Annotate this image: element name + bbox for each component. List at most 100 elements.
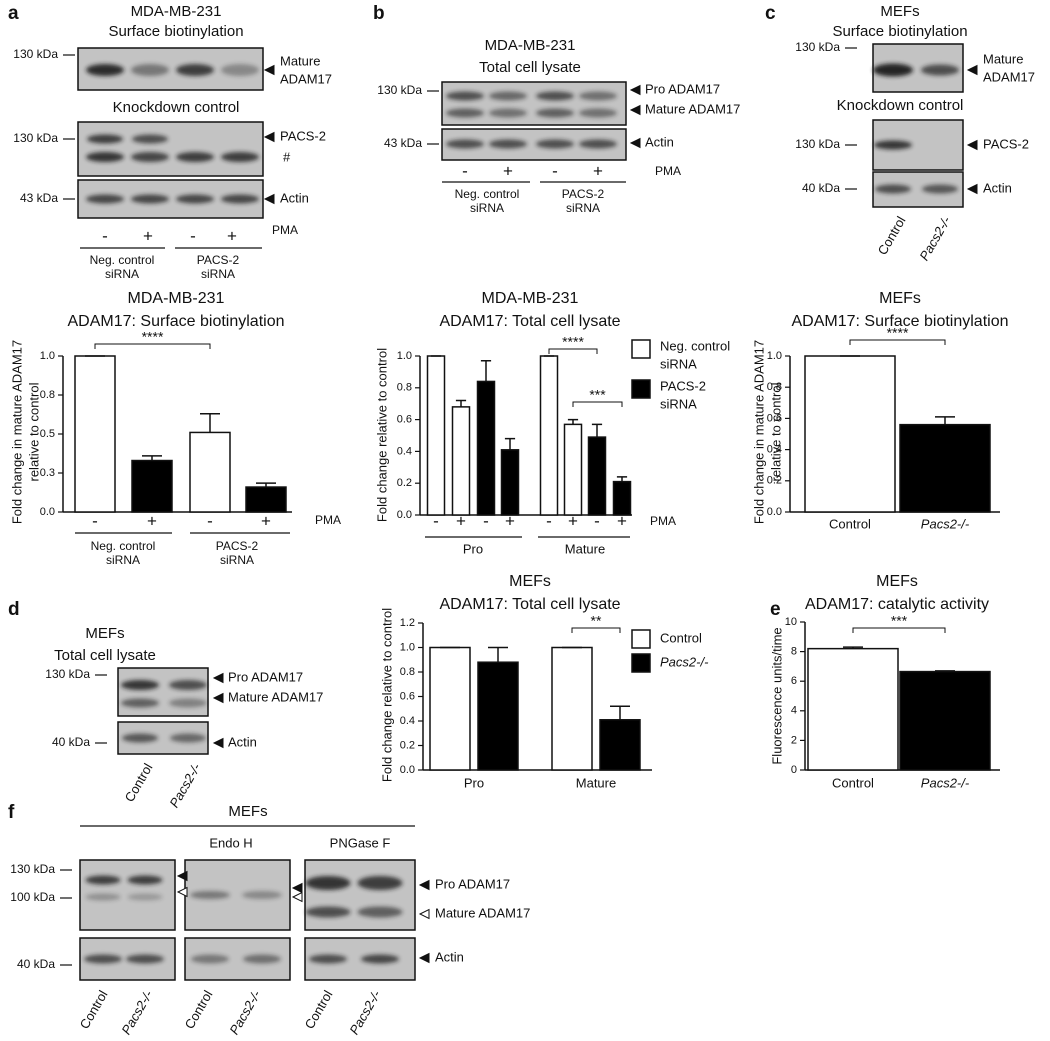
band bbox=[446, 108, 484, 118]
panel-letter: e bbox=[770, 599, 781, 620]
chart-title: ADAM17: Total cell lysate bbox=[439, 313, 620, 330]
y-tick-label: 0 bbox=[791, 764, 797, 776]
bar bbox=[189, 431, 231, 513]
y-axis-label: Fold change in mature ADAM17 bbox=[751, 340, 766, 524]
label: Endo H bbox=[209, 835, 252, 850]
significance: *** bbox=[589, 387, 606, 403]
arrowhead bbox=[291, 882, 303, 894]
band bbox=[221, 64, 259, 76]
label: # bbox=[283, 149, 291, 164]
lane-label: - bbox=[462, 161, 468, 180]
band bbox=[446, 91, 484, 101]
bar bbox=[426, 355, 446, 516]
significance: **** bbox=[142, 329, 164, 345]
arrowhead bbox=[418, 879, 430, 891]
significance-bracket bbox=[94, 343, 211, 349]
significance-bracket bbox=[571, 627, 621, 633]
x-tick-label: + bbox=[568, 511, 578, 530]
bar bbox=[899, 670, 991, 771]
y-tick-label: 0.8 bbox=[400, 666, 415, 678]
band bbox=[579, 91, 617, 101]
blot bbox=[304, 859, 416, 931]
y-tick-label: 0.8 bbox=[40, 389, 55, 401]
y-tick-label: 0.0 bbox=[767, 506, 782, 518]
band bbox=[122, 733, 158, 743]
legend-swatch bbox=[631, 339, 651, 359]
arrowhead bbox=[212, 737, 224, 749]
arrowhead bbox=[176, 886, 188, 898]
bar bbox=[476, 380, 496, 516]
label: Actin bbox=[983, 180, 1012, 195]
bar bbox=[500, 449, 520, 516]
band bbox=[169, 698, 207, 708]
group-label: Pro bbox=[463, 541, 483, 556]
band bbox=[85, 893, 121, 901]
label: siRNA bbox=[566, 201, 600, 215]
significance-bracket bbox=[572, 401, 623, 407]
label: Actin bbox=[435, 949, 464, 964]
significance: ** bbox=[591, 613, 602, 629]
label: Pro ADAM17 bbox=[435, 876, 510, 891]
legend-swatch bbox=[631, 379, 651, 399]
error-bar bbox=[504, 437, 516, 450]
arrowhead bbox=[629, 137, 641, 149]
x-tick-label: + bbox=[617, 511, 627, 530]
arrowhead bbox=[966, 64, 978, 76]
chart-title: MEFs bbox=[876, 573, 918, 590]
band bbox=[121, 680, 159, 690]
significance-bracket bbox=[548, 348, 598, 354]
x-tick-label: Control bbox=[832, 775, 874, 790]
label: Neg. control bbox=[90, 253, 155, 267]
band bbox=[489, 91, 527, 101]
band bbox=[86, 194, 124, 204]
bar bbox=[807, 647, 899, 771]
band bbox=[309, 954, 347, 964]
y-tick-label: 1.0 bbox=[400, 641, 415, 653]
band bbox=[361, 954, 399, 964]
error-bar bbox=[488, 646, 508, 663]
lane-label: + bbox=[503, 161, 513, 180]
arrowhead bbox=[629, 84, 641, 96]
y-tick-label: 0.0 bbox=[40, 506, 55, 518]
bar bbox=[563, 423, 583, 516]
mw-marker: 130 kDa bbox=[795, 137, 840, 151]
y-axis-label: Fold change relative to control bbox=[379, 608, 394, 782]
panel-letter: b bbox=[373, 3, 385, 24]
label: PACS-2 bbox=[280, 128, 326, 143]
significance-bracket bbox=[849, 339, 946, 345]
label: Actin bbox=[228, 734, 257, 749]
band bbox=[86, 64, 124, 76]
group-label: siRNA bbox=[106, 553, 140, 567]
y-tick-label: 0.6 bbox=[397, 414, 412, 426]
label: PACS-2 bbox=[983, 136, 1029, 151]
group-label: Mature bbox=[565, 541, 605, 556]
mw-marker: 40 kDa bbox=[802, 181, 840, 195]
chart-title: MDA-MB-231 bbox=[482, 290, 579, 307]
y-tick-label: 0.4 bbox=[400, 715, 415, 727]
blot bbox=[872, 119, 964, 171]
blot-title: Total cell lysate bbox=[54, 647, 156, 664]
significance: *** bbox=[891, 613, 908, 629]
x-tick-label: + bbox=[147, 511, 157, 530]
mw-marker: 100 kDa bbox=[10, 890, 55, 904]
legend-label: Pacs2-/- bbox=[660, 654, 709, 669]
blot-title: MDA-MB-231 bbox=[485, 37, 576, 54]
band bbox=[131, 152, 169, 162]
band bbox=[221, 194, 259, 204]
blot-title: MEFs bbox=[228, 803, 267, 820]
legend-label: siRNA bbox=[660, 356, 697, 371]
y-tick-label: 0.0 bbox=[397, 509, 412, 521]
y-tick-label: 1.0 bbox=[767, 350, 782, 362]
arrowhead bbox=[418, 908, 430, 920]
band bbox=[243, 954, 281, 964]
lane-label: - bbox=[190, 226, 196, 245]
panel-letter: d bbox=[8, 599, 20, 620]
x-tick-label: Pacs2-/- bbox=[921, 516, 970, 531]
band bbox=[132, 134, 168, 144]
error-bar bbox=[935, 670, 955, 672]
y-tick-label: 2 bbox=[791, 734, 797, 746]
panel-letter: f bbox=[8, 802, 15, 823]
error-bar bbox=[256, 482, 276, 488]
mw-marker: 130 kDa bbox=[13, 47, 58, 61]
bar bbox=[477, 661, 519, 771]
